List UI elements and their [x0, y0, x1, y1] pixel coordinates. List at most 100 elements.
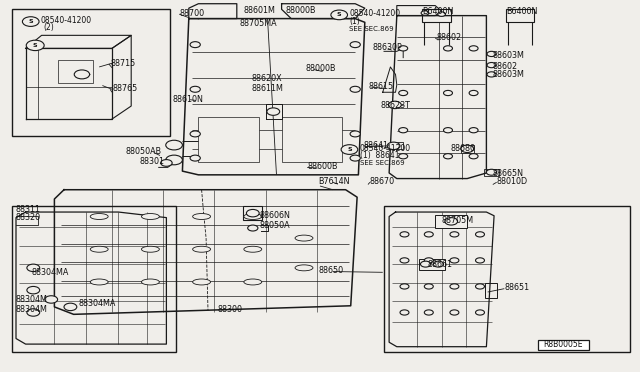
Text: 08540-41200: 08540-41200	[40, 16, 92, 25]
Text: 88010D: 88010D	[497, 177, 528, 186]
Text: B6400N: B6400N	[422, 7, 454, 16]
Text: S: S	[347, 147, 352, 152]
Text: 88304MA: 88304MA	[78, 299, 115, 308]
Circle shape	[190, 131, 200, 137]
Bar	[243, 206, 262, 220]
Circle shape	[400, 232, 409, 237]
Circle shape	[476, 284, 484, 289]
Ellipse shape	[244, 279, 262, 285]
Bar	[58, 60, 93, 83]
Circle shape	[399, 46, 408, 51]
Circle shape	[469, 128, 478, 133]
Circle shape	[190, 42, 200, 48]
Circle shape	[388, 101, 401, 109]
Circle shape	[444, 128, 452, 133]
Text: 88601M: 88601M	[243, 6, 275, 15]
Text: 08540-41200: 08540-41200	[349, 9, 401, 18]
Text: 88715: 88715	[110, 59, 135, 68]
Text: 88000B: 88000B	[306, 64, 337, 73]
Circle shape	[331, 10, 348, 20]
Ellipse shape	[244, 214, 262, 219]
Circle shape	[469, 46, 478, 51]
Text: 88765: 88765	[113, 84, 138, 93]
Circle shape	[350, 42, 360, 48]
Text: 88641: 88641	[364, 141, 388, 150]
Circle shape	[27, 309, 40, 316]
Circle shape	[400, 258, 409, 263]
Ellipse shape	[90, 279, 108, 285]
Circle shape	[469, 90, 478, 96]
Ellipse shape	[141, 246, 159, 252]
Circle shape	[190, 155, 200, 161]
Circle shape	[450, 258, 459, 263]
Bar	[484, 169, 499, 176]
Circle shape	[486, 169, 497, 175]
Circle shape	[161, 160, 172, 166]
Ellipse shape	[90, 246, 108, 252]
Text: 88680: 88680	[451, 144, 476, 153]
Text: 88670: 88670	[370, 177, 395, 186]
Circle shape	[450, 284, 459, 289]
Text: R8B0005E: R8B0005E	[543, 340, 583, 349]
Text: 88665N: 88665N	[492, 169, 523, 178]
Bar	[12, 9, 170, 136]
Circle shape	[476, 232, 484, 237]
Text: B7614N: B7614N	[319, 177, 350, 186]
Bar	[485, 283, 497, 298]
Circle shape	[444, 90, 452, 96]
Circle shape	[341, 145, 358, 154]
Text: 88615: 88615	[369, 82, 394, 91]
Circle shape	[461, 145, 474, 153]
Circle shape	[246, 209, 259, 217]
Text: S: S	[337, 12, 342, 17]
Circle shape	[450, 310, 459, 315]
Text: 88651: 88651	[504, 283, 529, 292]
Text: 88602: 88602	[492, 62, 517, 71]
Circle shape	[424, 258, 433, 263]
Circle shape	[444, 46, 452, 51]
Circle shape	[267, 108, 280, 115]
Text: 88705M: 88705M	[442, 216, 474, 225]
Text: 88050AB: 88050AB	[125, 147, 161, 156]
Circle shape	[424, 284, 433, 289]
Circle shape	[166, 155, 182, 165]
Circle shape	[421, 11, 429, 15]
Circle shape	[487, 62, 496, 68]
Text: 88700: 88700	[179, 9, 204, 17]
Circle shape	[399, 154, 408, 159]
Bar	[506, 9, 534, 22]
Bar	[435, 215, 467, 228]
Circle shape	[476, 258, 484, 263]
Text: 88311: 88311	[16, 205, 41, 214]
Text: 88603M: 88603M	[492, 70, 524, 79]
Circle shape	[424, 232, 433, 237]
Text: 88301: 88301	[140, 157, 164, 166]
Ellipse shape	[295, 265, 313, 271]
Circle shape	[469, 154, 478, 159]
Circle shape	[450, 232, 459, 237]
Text: 88650: 88650	[319, 266, 344, 275]
Text: 88705MA: 88705MA	[239, 19, 277, 28]
Circle shape	[487, 72, 496, 77]
Circle shape	[424, 310, 433, 315]
Bar	[419, 259, 445, 270]
Circle shape	[400, 284, 409, 289]
Circle shape	[387, 142, 400, 150]
Text: 88304M: 88304M	[16, 305, 48, 314]
Text: 88603M: 88603M	[492, 51, 524, 60]
Text: B6400N: B6400N	[506, 7, 538, 16]
Text: S: S	[28, 19, 33, 24]
Circle shape	[399, 90, 408, 96]
Circle shape	[433, 261, 444, 267]
Ellipse shape	[193, 214, 211, 219]
Bar	[422, 9, 451, 22]
Ellipse shape	[193, 279, 211, 285]
Circle shape	[399, 128, 408, 133]
Text: 88611M: 88611M	[252, 84, 284, 93]
Ellipse shape	[141, 214, 159, 219]
Text: SEE SEC.869: SEE SEC.869	[360, 160, 404, 166]
Text: 88600B: 88600B	[307, 162, 338, 171]
Circle shape	[27, 286, 40, 294]
Text: 88050A: 88050A	[259, 221, 290, 230]
Bar	[538, 340, 589, 350]
